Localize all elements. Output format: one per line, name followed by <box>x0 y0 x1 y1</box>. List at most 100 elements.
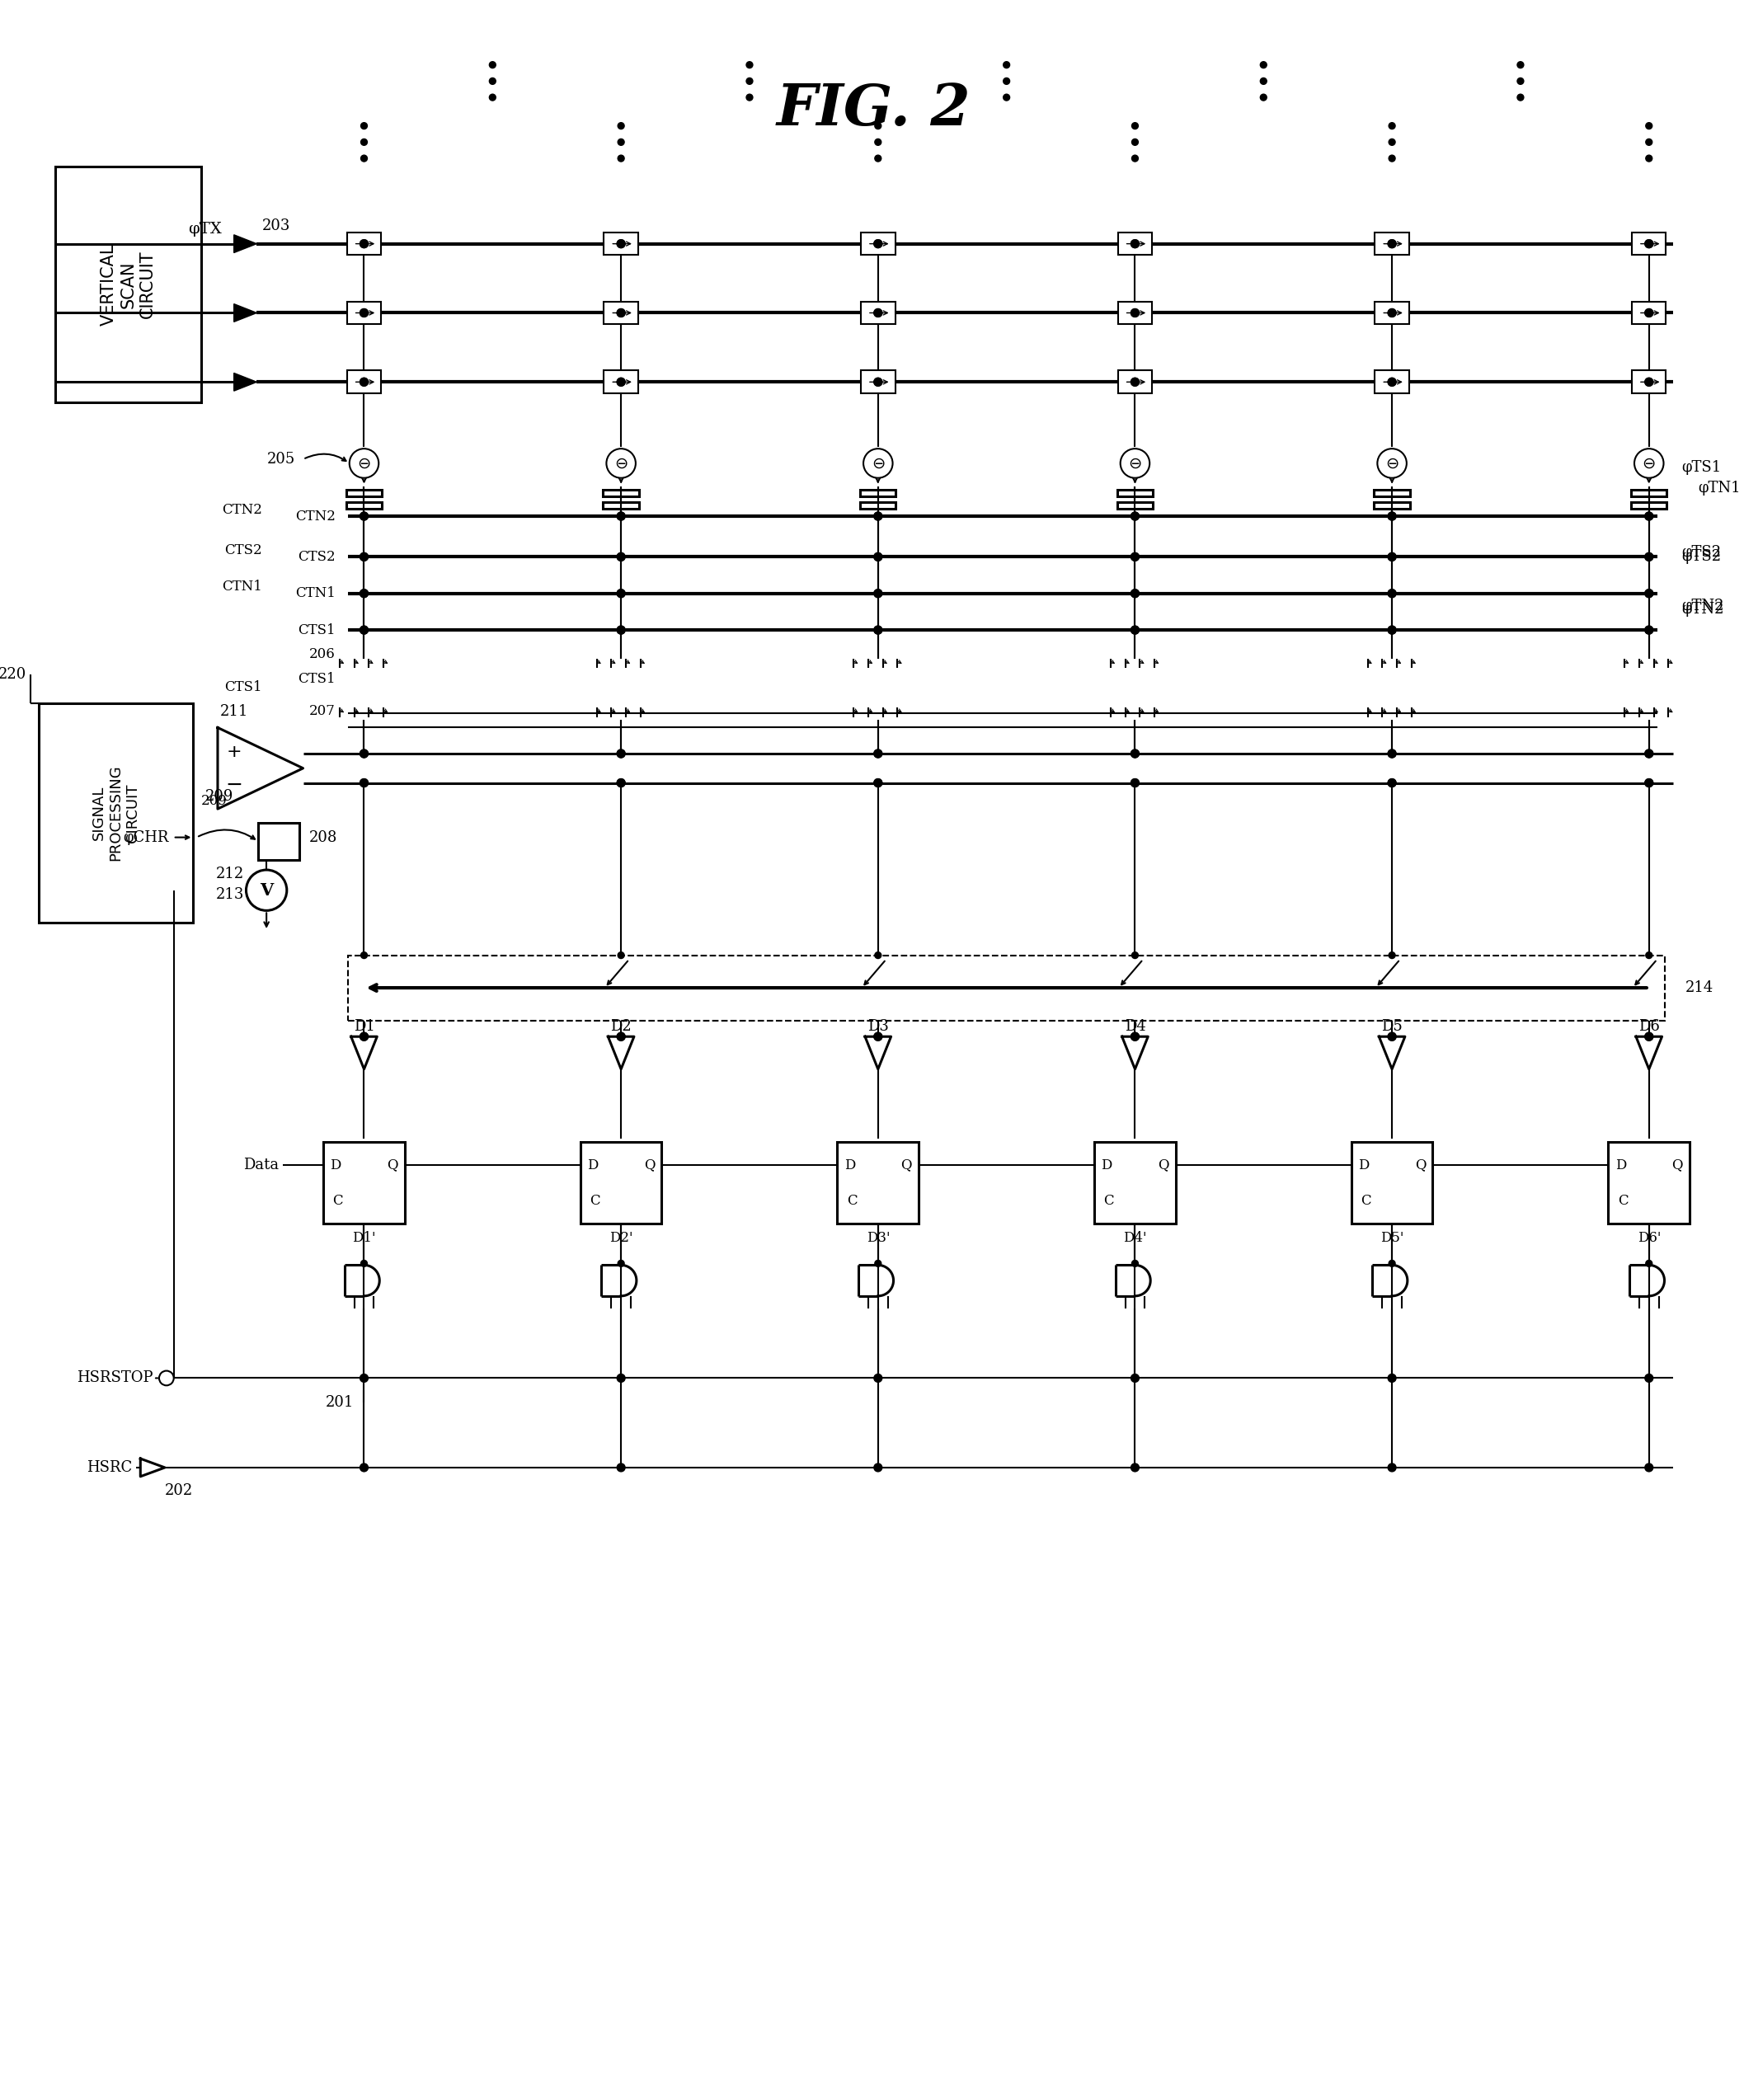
Circle shape <box>1645 552 1653 561</box>
Bar <box>860 489 896 496</box>
Circle shape <box>1517 61 1524 67</box>
Circle shape <box>874 552 882 561</box>
Text: D5': D5' <box>1380 1231 1404 1245</box>
Circle shape <box>1645 512 1653 521</box>
Circle shape <box>1388 552 1395 561</box>
Circle shape <box>1130 1373 1139 1382</box>
Text: D: D <box>1100 1157 1113 1172</box>
Circle shape <box>1120 449 1149 479</box>
Text: D6: D6 <box>1638 1018 1660 1033</box>
Text: CTN1: CTN1 <box>295 586 335 601</box>
Circle shape <box>1645 309 1653 317</box>
Text: HSRSTOP: HSRSTOP <box>77 1371 153 1386</box>
Circle shape <box>617 512 624 521</box>
Circle shape <box>874 626 882 634</box>
Text: φTS2: φTS2 <box>1681 550 1721 565</box>
Text: 214: 214 <box>1685 981 1714 995</box>
Bar <box>603 489 638 496</box>
Circle shape <box>359 1464 368 1472</box>
Text: φTN2: φTN2 <box>1681 603 1725 617</box>
Circle shape <box>617 239 624 248</box>
Circle shape <box>1130 750 1139 758</box>
Circle shape <box>1132 155 1139 162</box>
Circle shape <box>1645 626 1653 634</box>
Circle shape <box>1003 94 1010 101</box>
Text: Q: Q <box>902 1157 912 1172</box>
Text: C: C <box>333 1193 344 1207</box>
Circle shape <box>1132 122 1139 128</box>
Circle shape <box>617 552 624 561</box>
Circle shape <box>1130 590 1139 598</box>
Circle shape <box>617 1033 624 1042</box>
Text: D5: D5 <box>1381 1018 1402 1033</box>
Circle shape <box>1645 750 1653 758</box>
Bar <box>258 823 298 859</box>
Circle shape <box>617 1260 624 1266</box>
Bar <box>1374 302 1409 323</box>
Circle shape <box>359 512 368 521</box>
Text: D: D <box>844 1157 855 1172</box>
Text: C: C <box>589 1193 600 1207</box>
Circle shape <box>1645 378 1653 386</box>
Circle shape <box>359 378 368 386</box>
Circle shape <box>617 378 624 386</box>
Circle shape <box>1646 951 1652 958</box>
Circle shape <box>361 122 368 128</box>
Bar <box>603 302 638 323</box>
Text: φTN1: φTN1 <box>1697 481 1741 496</box>
Circle shape <box>617 779 624 788</box>
Bar <box>1118 489 1153 496</box>
Circle shape <box>1378 449 1407 479</box>
Circle shape <box>1388 139 1395 145</box>
Circle shape <box>359 750 368 758</box>
Bar <box>1118 370 1153 393</box>
Circle shape <box>359 1373 368 1382</box>
Circle shape <box>1132 1260 1139 1266</box>
Circle shape <box>1388 779 1395 788</box>
Circle shape <box>1645 1033 1653 1042</box>
Bar <box>1631 502 1667 508</box>
Text: CTS1: CTS1 <box>225 680 262 693</box>
Circle shape <box>1645 590 1653 598</box>
Circle shape <box>1646 122 1652 128</box>
Circle shape <box>1388 590 1395 598</box>
Circle shape <box>1130 239 1139 248</box>
Circle shape <box>1130 1464 1139 1472</box>
Bar <box>581 1142 661 1224</box>
Circle shape <box>359 309 368 317</box>
Text: D2': D2' <box>609 1231 633 1245</box>
Circle shape <box>1130 512 1139 521</box>
Circle shape <box>1130 378 1139 386</box>
Text: D1: D1 <box>354 1018 375 1033</box>
Circle shape <box>617 951 624 958</box>
Circle shape <box>246 869 286 911</box>
Bar <box>603 370 638 393</box>
Circle shape <box>1645 239 1653 248</box>
Circle shape <box>1645 309 1653 317</box>
Circle shape <box>1388 309 1395 317</box>
Text: D2: D2 <box>610 1018 631 1033</box>
Bar <box>603 502 638 508</box>
Circle shape <box>359 239 368 248</box>
Text: Q: Q <box>1672 1157 1683 1172</box>
Circle shape <box>863 449 893 479</box>
Circle shape <box>1130 552 1139 561</box>
Text: −: − <box>225 775 242 794</box>
Text: D: D <box>1615 1157 1625 1172</box>
Circle shape <box>1645 378 1653 386</box>
Text: D4': D4' <box>1123 1231 1148 1245</box>
Circle shape <box>874 1373 882 1382</box>
Text: 205: 205 <box>267 452 295 466</box>
Circle shape <box>617 626 624 634</box>
Bar <box>1632 370 1666 393</box>
Text: CTS2: CTS2 <box>225 544 262 556</box>
Text: CTN2: CTN2 <box>295 508 335 523</box>
Circle shape <box>874 590 882 598</box>
Text: +: + <box>227 743 242 760</box>
Circle shape <box>617 1373 624 1382</box>
Circle shape <box>617 750 624 758</box>
Text: 208: 208 <box>309 830 337 844</box>
Circle shape <box>1388 1373 1395 1382</box>
Text: Q: Q <box>387 1157 398 1172</box>
Circle shape <box>1130 378 1139 386</box>
